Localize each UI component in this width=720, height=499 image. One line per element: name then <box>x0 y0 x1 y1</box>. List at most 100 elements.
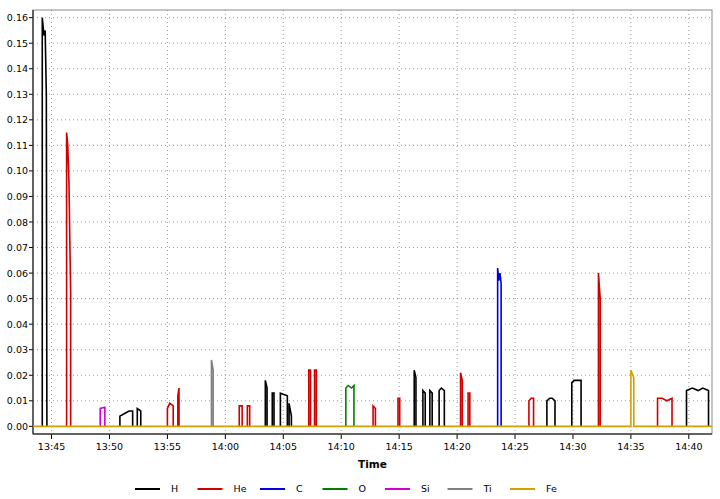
grid-line <box>688 10 689 434</box>
tick <box>29 298 33 299</box>
legend-label: H <box>171 483 178 494</box>
legend-swatch <box>260 488 285 490</box>
tick <box>572 434 573 439</box>
grid-line <box>33 170 712 171</box>
tick <box>515 434 516 439</box>
tick-label: 0.04 <box>7 319 28 330</box>
grid-line <box>33 247 712 248</box>
tick <box>29 68 33 69</box>
legend-swatch <box>323 488 348 490</box>
legend-swatch <box>385 488 410 490</box>
tick <box>109 434 110 439</box>
tick <box>29 375 33 376</box>
grid-line <box>51 10 52 434</box>
tick-label: 14:00 <box>212 441 239 452</box>
tick-label: 0.08 <box>7 217 28 228</box>
tick <box>399 434 400 439</box>
plot-frame <box>33 10 712 434</box>
grid-line <box>33 68 712 69</box>
tick-label: 14:20 <box>443 441 470 452</box>
tick <box>29 43 33 44</box>
grid-line <box>33 400 712 401</box>
tick-label: 0.15 <box>7 38 28 49</box>
tick <box>29 247 33 248</box>
y-axis <box>33 10 34 434</box>
legend-label: He <box>234 483 247 494</box>
tick-label: 0.03 <box>7 344 28 355</box>
tick <box>29 222 33 223</box>
legend-label: C <box>296 483 303 494</box>
tick <box>29 17 33 18</box>
grid-line <box>33 349 712 350</box>
grid-line <box>33 375 712 376</box>
tick <box>225 434 226 439</box>
tick-label: 13:50 <box>96 441 123 452</box>
tick-label: 0.09 <box>7 191 28 202</box>
tick <box>167 434 168 439</box>
tick-label: 13:45 <box>38 441 65 452</box>
legend: HHeCOSiTiFe <box>135 483 557 494</box>
plot-area <box>33 18 712 427</box>
tick-label: 0.14 <box>7 63 28 74</box>
grid-line <box>33 273 712 274</box>
series-line <box>346 385 354 426</box>
tick <box>29 324 33 325</box>
legend-label: Fe <box>546 483 557 494</box>
legend-swatch <box>448 488 473 490</box>
grid-line <box>572 10 573 434</box>
tick-label: 0.16 <box>7 12 28 23</box>
grid-line <box>33 324 712 325</box>
chart: 0.000.010.020.030.040.050.060.070.080.09… <box>0 0 720 499</box>
legend-label: Si <box>421 483 430 494</box>
grid-line <box>33 222 712 223</box>
tick-label: 0.01 <box>7 395 28 406</box>
axis-label: Time <box>358 458 387 470</box>
tick <box>29 400 33 401</box>
grid-line <box>33 145 712 146</box>
tick <box>29 426 33 427</box>
grid-line <box>33 119 712 120</box>
tick <box>29 145 33 146</box>
legend-swatch <box>198 488 223 490</box>
legend-label: Ti <box>483 483 492 494</box>
tick-label: 14:30 <box>559 441 586 452</box>
tick-label: 14:15 <box>385 441 412 452</box>
tick <box>29 349 33 350</box>
grid-line <box>33 43 712 44</box>
x-axis <box>33 434 712 435</box>
tick <box>29 196 33 197</box>
tick <box>29 170 33 171</box>
tick <box>29 119 33 120</box>
tick-label: 0.10 <box>7 165 28 176</box>
tick <box>51 434 52 439</box>
grid-line <box>399 10 400 434</box>
tick <box>457 434 458 439</box>
series-line <box>498 268 501 426</box>
legend-swatch <box>510 488 535 490</box>
grid-line <box>225 10 226 434</box>
tick-label: 14:40 <box>675 441 702 452</box>
tick <box>341 434 342 439</box>
series-line <box>67 133 672 427</box>
grid-line <box>167 10 168 434</box>
tick-label: 0.02 <box>7 370 28 381</box>
tick-label: 0.12 <box>7 114 28 125</box>
tick-label: 14:35 <box>617 441 644 452</box>
axes: 0.000.010.020.030.040.050.060.070.080.09… <box>7 10 712 452</box>
legend-swatch <box>135 488 160 490</box>
grid-line <box>283 10 284 434</box>
grid-line <box>33 94 712 95</box>
grid-line <box>341 10 342 434</box>
grid-line <box>109 10 110 434</box>
tick <box>29 273 33 274</box>
series-line <box>100 407 105 426</box>
grid-line <box>457 10 458 434</box>
series-line <box>33 370 712 426</box>
series-line <box>42 18 708 427</box>
tick-label: 0.05 <box>7 293 28 304</box>
tick-label: 14:10 <box>328 441 355 452</box>
tick-label: 0.00 <box>7 421 28 432</box>
grid-line <box>515 10 516 434</box>
tick-label: 0.13 <box>7 89 28 100</box>
tick-label: 0.11 <box>7 140 28 151</box>
